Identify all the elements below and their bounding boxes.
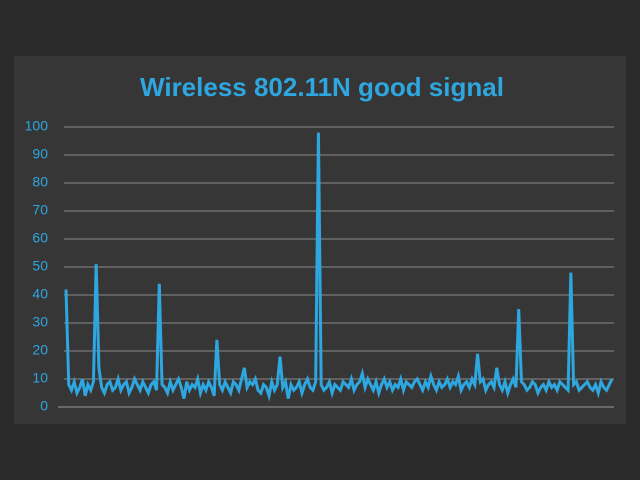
- y-tick-label: 0: [40, 398, 48, 414]
- y-tick-label: 60: [32, 230, 48, 246]
- y-tick-label: 70: [32, 202, 48, 218]
- y-tick-label: 20: [32, 342, 48, 358]
- y-tick-label: 100: [25, 118, 49, 134]
- y-tick-label: 50: [32, 258, 48, 274]
- data-line: [64, 132, 614, 402]
- y-tick-label: 30: [32, 314, 48, 330]
- y-tick-label: 90: [32, 146, 48, 162]
- chart-title: Wireless 802.11N good signal: [140, 72, 504, 102]
- y-tick-label: 80: [32, 174, 48, 190]
- y-tick-label: 40: [32, 286, 48, 302]
- y-tick-label: 10: [32, 370, 48, 386]
